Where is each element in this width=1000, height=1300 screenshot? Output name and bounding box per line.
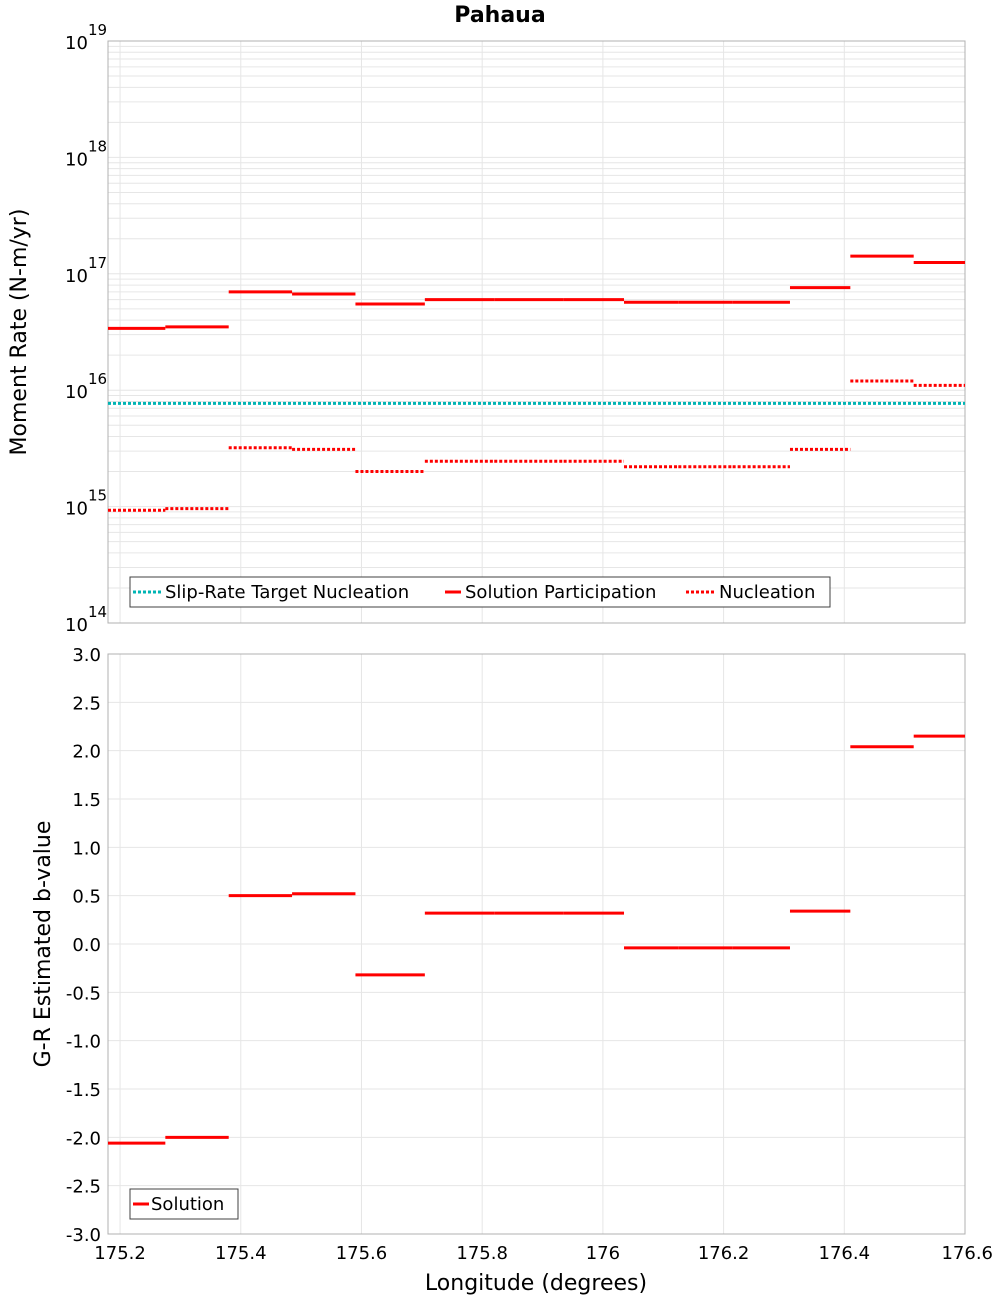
x-axis-label: Longitude (degrees) xyxy=(425,1271,647,1296)
moment-rate-y-tick-exponent: 17 xyxy=(88,254,107,272)
b-value-y-tick-label: -2.5 xyxy=(66,1177,101,1198)
moment-rate-y-axis-label: Moment Rate (N-m/yr) xyxy=(7,209,32,456)
b-value-legend-label: Solution xyxy=(151,1194,224,1215)
b-value-y-tick-label: 3.0 xyxy=(72,645,101,666)
moment-rate-y-tick-exponent: 15 xyxy=(88,487,107,505)
moment-rate-y-tick-exponent: 19 xyxy=(88,21,107,39)
moment-rate-y-tick-base: 10 xyxy=(65,615,88,636)
x-axis-tick-label: 176.4 xyxy=(819,1243,871,1264)
b-value-y-tick-label: -1.5 xyxy=(66,1080,101,1101)
moment-rate-y-tick-base: 10 xyxy=(65,149,88,170)
x-axis-tick-label: 175.4 xyxy=(215,1243,267,1264)
b-value-y-tick-label: -1.0 xyxy=(66,1032,101,1053)
moment-rate-y-tick-base: 10 xyxy=(65,266,88,287)
x-axis-tick-label: 175.6 xyxy=(336,1243,388,1264)
moment-rate-grid xyxy=(108,41,966,624)
b-value-y-tick-label: -3.0 xyxy=(66,1225,101,1246)
moment-rate-y-tick-exponent: 14 xyxy=(88,603,107,621)
x-axis-tick-label: 175.8 xyxy=(456,1243,508,1264)
b-value-y-ticks: -3.0 -2.5 -2.0 -1.5 -1.0 -0.5 0.0 0.5 1.0 1.5 2.0 2… xyxy=(66,645,101,1246)
b-value-y-tick-label: 1.5 xyxy=(72,790,101,811)
moment-rate-legend: Slip-Rate Target Nucleation Solution Part… xyxy=(129,576,831,608)
b-value-y-tick-label: -2.0 xyxy=(66,1128,101,1149)
moment-rate-plot-frame xyxy=(107,40,966,624)
moment-rate-y-tick-exponent: 16 xyxy=(88,370,107,388)
b-value-y-tick-label: -0.5 xyxy=(66,983,101,1004)
moment-rate-legend-label: Slip-Rate Target Nucleation xyxy=(165,582,409,603)
b-value-legend: Solution xyxy=(129,1188,239,1220)
moment-rate-y-tick-base: 10 xyxy=(65,499,88,520)
x-axis-tick-label: 176 xyxy=(586,1243,620,1264)
b-value-y-axis-label: G-R Estimated b-value xyxy=(31,821,56,1068)
b-value-y-tick-label: 0.5 xyxy=(72,887,101,908)
moment-rate-y-tick-base: 10 xyxy=(65,33,88,54)
b-value-grid xyxy=(108,653,966,1235)
x-axis-tick-label: 175.2 xyxy=(94,1243,146,1264)
moment-rate-legend-label: Solution Participation xyxy=(465,582,656,603)
x-axis-tick-label: 176.2 xyxy=(698,1243,750,1264)
moment-rate-legend-label: Nucleation xyxy=(719,582,815,603)
b-value-y-tick-label: 1.0 xyxy=(72,838,101,859)
b-value-series xyxy=(108,734,965,1145)
x-axis-ticks: 175.2 175.4 175.6 175.8 176 176.2 176.4 176.6 xyxy=(94,1243,993,1264)
moment-rate-y-tick-exponent: 18 xyxy=(88,137,107,155)
b-value-plot: -3.0 -2.5 -2.0 -1.5 -1.0 -0.5 0.0 0.5 1.0 1.5 2.0 2… xyxy=(31,645,993,1296)
b-value-plot-frame xyxy=(107,653,966,1235)
b-value-y-tick-label: 2.0 xyxy=(72,742,101,763)
b-value-y-tick-label: 2.5 xyxy=(72,693,101,714)
b-value-y-tick-label: 0.0 xyxy=(72,935,101,956)
moment-rate-y-tick-base: 10 xyxy=(65,382,88,403)
moment-rate-series xyxy=(108,254,965,512)
x-axis-tick-label: 176.6 xyxy=(941,1243,993,1264)
chart-title: Pahaua xyxy=(454,3,545,28)
